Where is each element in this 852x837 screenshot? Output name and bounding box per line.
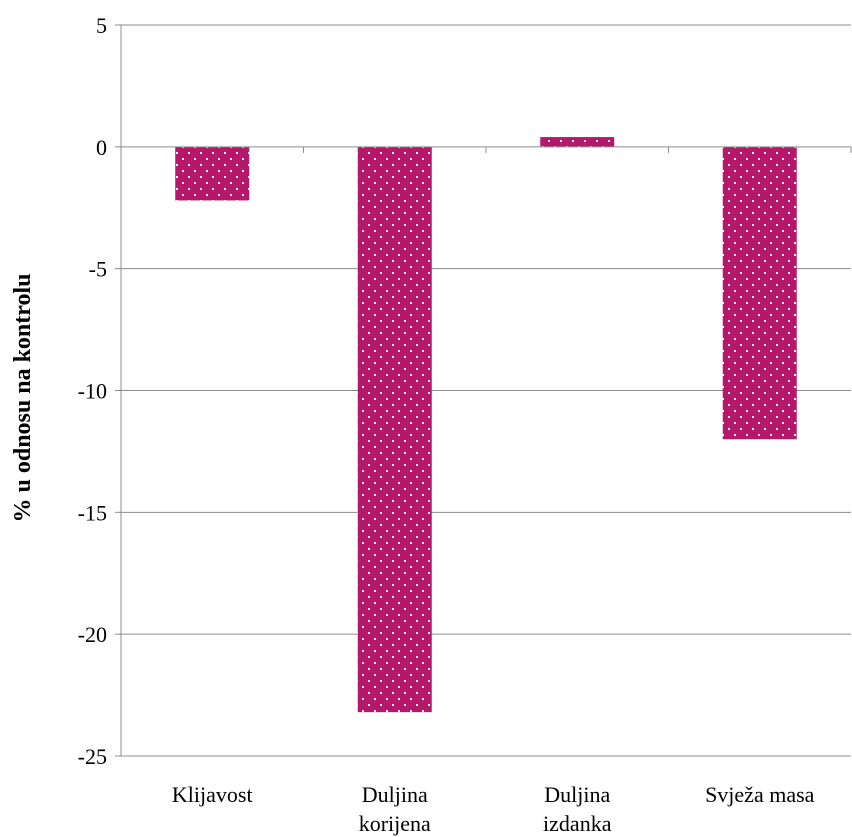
y-tick-label: 5 <box>96 13 107 38</box>
y-axis-title: % u odnosu na kontrolu <box>10 274 36 523</box>
x-category-label: Svježa masa <box>705 782 815 807</box>
x-category-labels: Klijavost Duljina korijena Duljina izdanka Sv… <box>172 782 815 836</box>
y-tick-label: -20 <box>78 622 107 647</box>
y-tick-labels: 5 0 -5 -10 -15 -20 -25 <box>78 13 107 769</box>
bar <box>175 146 250 201</box>
bar <box>540 137 615 147</box>
gridlines <box>121 24 851 757</box>
x-category-label: Duljina korijena <box>359 782 431 836</box>
axes <box>115 24 852 757</box>
y-tick-label: -5 <box>89 257 107 282</box>
y-tick-label: -25 <box>78 744 107 769</box>
bar <box>357 146 432 713</box>
x-category-label: Duljina izdanka <box>543 782 612 836</box>
y-tick-label: -10 <box>78 379 107 404</box>
y-tick-label: -15 <box>78 500 107 525</box>
bars-group <box>175 137 797 713</box>
bar <box>722 146 797 440</box>
y-tick-label: 0 <box>96 135 107 160</box>
x-category-label: Klijavost <box>172 782 253 807</box>
